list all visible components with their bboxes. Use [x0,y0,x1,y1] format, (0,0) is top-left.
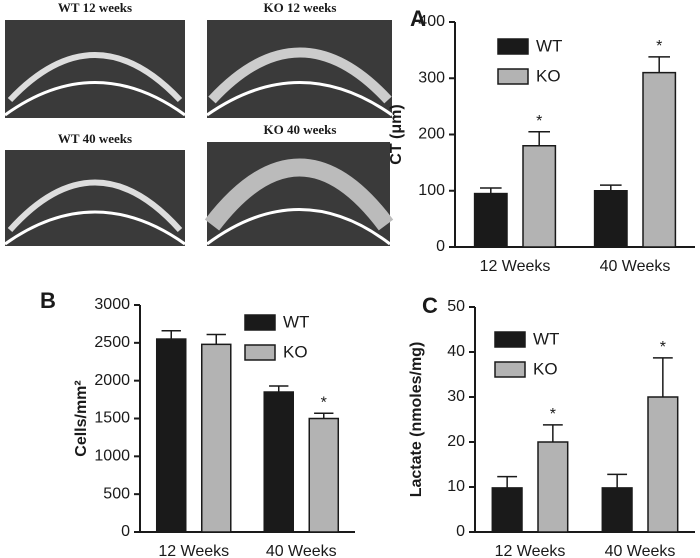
cornea [7,52,183,103]
y-tick-label: 300 [418,69,445,86]
error-bar [607,473,628,488]
legend-swatch [497,68,529,85]
y-tick-label: 0 [121,523,130,540]
y-axis-label: Lactate (nmoles/mg) [408,342,425,498]
bar [491,487,523,533]
y-axis-label: Cells/mm² [73,380,90,456]
y-tick-label: 1500 [94,410,130,427]
y-tick-label: 200 [418,126,445,143]
significance: * [660,339,666,356]
bar [473,192,508,248]
error-bar [600,184,622,191]
bar-chart: C Lactate (nmoles/mg) 0 10 20 30 40 50 12 Weeks *… [408,293,695,558]
panel-letter: C [422,293,438,318]
error-bar [528,130,550,146]
legend-swatch [494,331,526,348]
error-bar [206,333,226,345]
y-tick-label: 0 [436,238,445,255]
cornea [7,179,183,233]
error-bar [542,424,563,442]
image-wt12 [5,20,185,118]
lens [206,81,393,117]
legend-label: WT [283,312,309,331]
y-tick-label: 10 [447,478,465,495]
legend-label: KO [536,66,561,85]
y-tick-label: 2500 [94,334,130,351]
y-tick-label: 400 [418,13,445,30]
y-tick-label: 500 [103,485,130,502]
bar [647,396,679,533]
cornea [208,47,392,104]
y-tick-label: 100 [418,182,445,199]
legend-swatch [244,314,276,331]
bar-chart: A CT (μm) 0 100 200 300 400 12 Weeks * 40 Weeks * W… [388,6,695,275]
error-bar [497,475,518,488]
image-label: KO 12 weeks [264,0,337,15]
error-bar [314,412,334,419]
error-bar [652,357,673,397]
bar [263,391,295,533]
image-label: KO 40 weeks [264,122,337,137]
legend-label: KO [283,342,308,361]
significance: * [536,113,542,130]
image-label: WT 12 weeks [58,0,132,15]
panel-letter: A [410,6,426,31]
legend-label: WT [536,36,562,55]
error-bar [480,187,502,194]
legend-swatch [244,344,276,361]
cornea [204,158,394,231]
bar [601,487,633,533]
lens [206,208,391,246]
bar [201,343,232,533]
image-label: WT 40 weeks [58,131,132,146]
lens [4,81,186,117]
y-tick-label: 30 [447,388,465,405]
x-tick-label: 12 Weeks [480,258,551,275]
bar [593,190,628,248]
bar-chart: B Cells/mm² 0 500 1000 1500 2000 2500 3000 12 Wee… [40,288,355,558]
x-tick-label: 40 Weeks [266,543,337,558]
x-tick-label: 40 Weeks [600,258,671,275]
bar [537,441,569,533]
y-tick-label: 40 [447,343,465,360]
bar [308,417,340,533]
bar [642,71,677,248]
error-bar [161,329,181,340]
lens [4,210,186,246]
bar [155,338,187,533]
legend-label: WT [533,329,559,348]
y-tick-label: 3000 [94,296,130,313]
image-wt40 [5,150,185,246]
y-tick-label: 50 [447,298,465,315]
y-axis-label: CT (μm) [388,104,405,164]
x-tick-label: 12 Weeks [495,543,566,558]
y-tick-label: 0 [456,523,465,540]
oct-images: WT 12 weeks KO 12 weeks WT 40 weeks KO 4… [4,0,394,246]
legend-swatch [497,38,529,55]
error-bar [648,56,670,73]
significance: * [321,394,327,411]
legend-label: KO [533,359,558,378]
bar [522,145,557,248]
y-tick-label: 20 [447,433,465,450]
y-tick-label: 1000 [94,448,130,465]
significance: * [550,406,556,423]
significance: * [656,38,662,55]
image-ko12 [207,20,392,118]
x-tick-label: 12 Weeks [158,543,229,558]
legend-swatch [494,361,526,378]
x-tick-label: 40 Weeks [605,543,676,558]
panel-letter: B [40,288,56,313]
y-tick-label: 2000 [94,372,130,389]
error-bar [269,385,289,393]
